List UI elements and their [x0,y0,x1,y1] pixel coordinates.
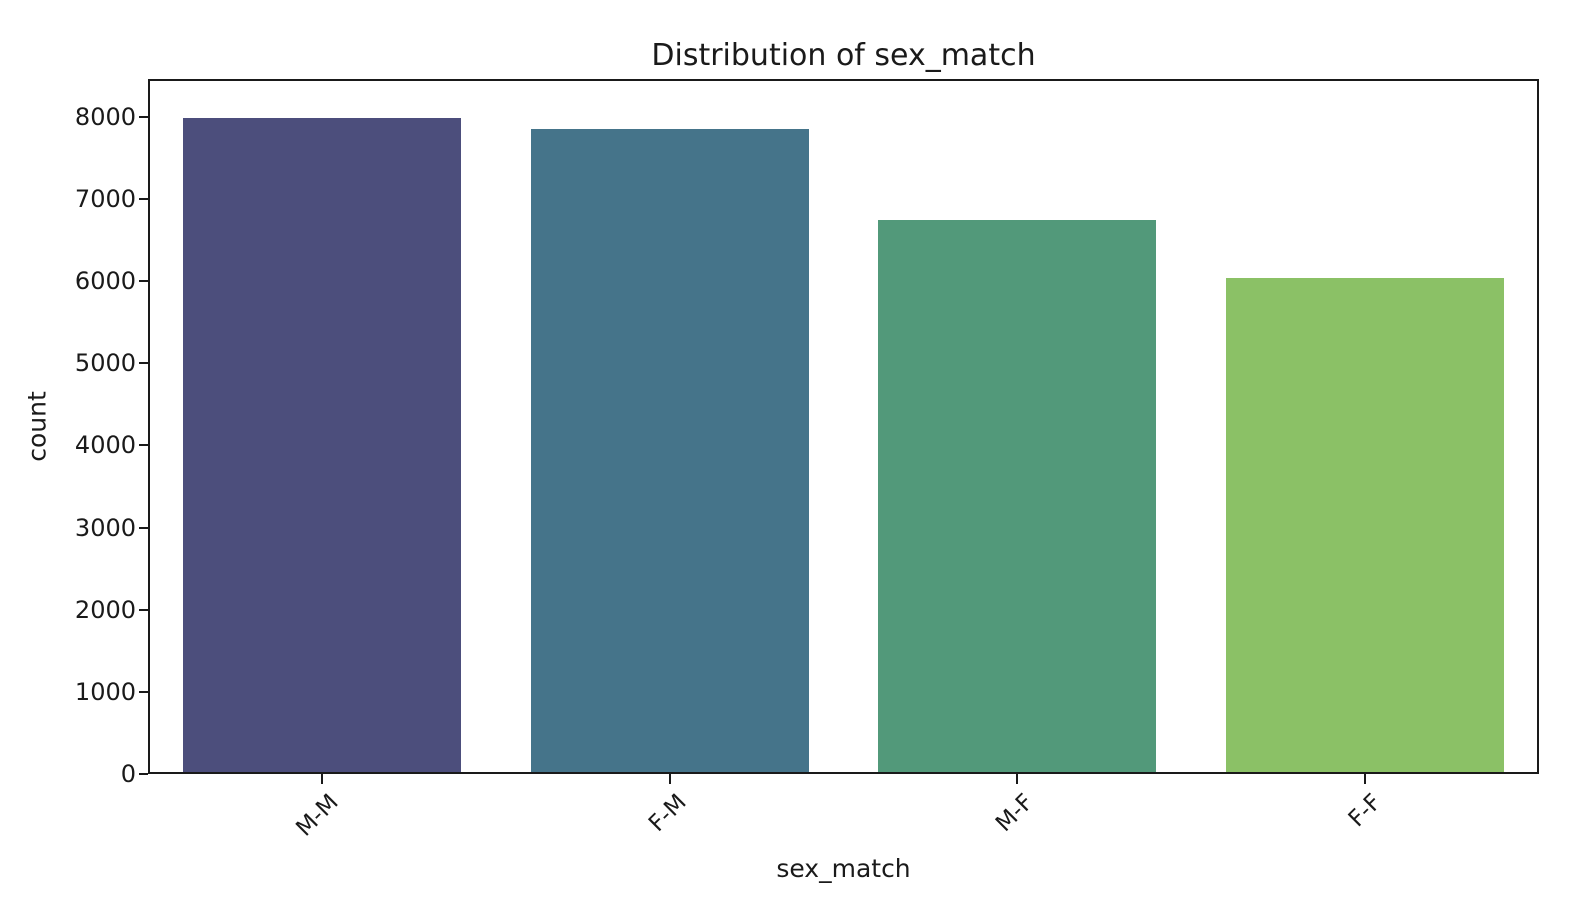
x-axis-label: sex_match [776,854,911,883]
y-tick-mark [139,362,148,365]
y-tick-mark [139,197,148,200]
y-tick-label: 7000 [74,184,136,213]
x-tick-mark [1364,774,1367,784]
y-tick-label: 2000 [74,595,136,624]
y-tick-label: 5000 [74,349,136,378]
x-tick-mark [1016,774,1019,784]
bar-F-M [530,129,809,774]
y-tick-label: 1000 [74,677,136,706]
x-tick-label-M-M: M-M [291,789,344,842]
x-tick-mark [668,774,671,784]
y-tick-mark [139,115,148,118]
y-tick-mark [139,526,148,529]
y-tick-mark [139,690,148,693]
x-tick-mark [320,774,323,784]
y-tick-mark [139,773,148,775]
y-tick-label: 6000 [74,267,136,296]
y-tick-label: 8000 [74,102,136,131]
y-tick-mark [139,608,148,611]
y-tick-mark [139,444,148,447]
x-tick-label-F-M: F-M [643,789,692,837]
plot-area [148,79,1539,774]
chart-title: Distribution of sex_match [651,38,1036,73]
bar-F-F [1226,277,1505,774]
y-tick-label: 4000 [74,431,136,460]
y-tick-label: 3000 [74,513,136,542]
bar-M-M [182,118,461,774]
x-tick-label-M-F: M-F [991,789,1040,837]
y-tick-mark [139,280,148,283]
y-tick-label: 0 [120,760,136,788]
x-tick-label-F-F: F-F [1343,789,1387,833]
bar-M-F [878,220,1157,774]
y-axis-label: count [22,391,52,462]
